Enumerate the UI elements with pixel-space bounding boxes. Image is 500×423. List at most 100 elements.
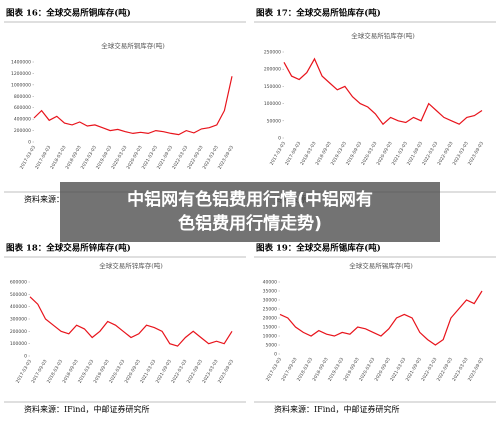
x-tick-label: 2017-09-03 [30,359,48,385]
x-tick-label: 2017-03-03 [265,357,283,383]
x-tick-label: 2023-03-03 [201,359,219,385]
x-tick-label: 2023-03-03 [452,141,470,167]
y-tick-label: 300000 [10,317,27,323]
chart-title: 全球交易所铜库存(吨) [101,41,165,50]
x-tick-label: 2020-03-03 [358,357,376,383]
y-tick-label: 500000 [10,292,27,298]
x-tick-label: 2020-03-03 [110,145,128,171]
source-note: 资料来源：IFind，中邮证券研究所 [274,404,400,414]
x-tick-label: 2022-09-03 [186,359,204,385]
x-tick-label: 2018-03-03 [46,359,64,385]
x-tick-label: 2018-09-03 [61,359,79,385]
x-tick-label: 2017-09-03 [34,145,52,171]
x-tick-label: 2022-09-03 [186,145,204,171]
y-tick-label: 200000 [14,128,31,134]
x-tick-label: 2017-03-03 [15,359,33,385]
x-tick-label: 2020-09-03 [125,145,143,171]
x-tick-label: 2018-03-03 [296,357,314,383]
x-tick-label: 2020-09-03 [124,359,142,385]
y-tick-label: 0 [28,140,31,146]
y-tick-label: 1200000 [11,71,31,77]
y-tick-label: 10000 [263,334,277,340]
data-line [33,76,233,136]
x-tick-label: 2022-03-03 [170,359,188,385]
y-tick-label: 50000 [267,118,281,124]
y-tick-label: 40000 [263,280,277,286]
y-tick-label: 250000 [264,50,281,56]
x-tick-label: 2019-03-03 [327,357,345,383]
x-tick-label: 2020-09-03 [374,357,392,383]
x-tick-label: 2021-09-03 [406,141,424,167]
source-note: 资料来源： [24,194,64,204]
x-tick-label: 2021-09-03 [156,145,174,171]
y-tick-label: 15000 [263,325,277,331]
x-tick-label: 2019-03-03 [330,141,348,167]
y-tick-label: 30000 [263,298,277,304]
x-tick-label: 2018-03-03 [299,141,317,167]
x-tick-label: 2019-03-03 [77,359,95,385]
x-tick-label: 2023-03-03 [202,145,220,171]
figure-heading: 图表 19：全球交易所锡库存(吨) [256,243,381,254]
x-tick-label: 2019-09-03 [342,357,360,383]
x-tick-label: 2022-03-03 [171,145,189,171]
overlay-banner: 中铝网有色铝费用行情(中铝网有色铝费用行情走势) [60,182,440,242]
x-tick-label: 2021-09-03 [155,359,173,385]
y-tick-label: 0 [24,354,27,360]
y-tick-label: 0 [278,136,281,142]
y-tick-label: 150000 [264,84,281,90]
x-tick-label: 2021-03-03 [141,145,159,171]
y-tick-label: 200000 [10,329,27,335]
y-tick-label: 35000 [263,289,277,295]
y-tick-label: 20000 [263,316,277,322]
x-tick-label: 2020-03-03 [108,359,126,385]
x-tick-label: 2023-09-03 [217,145,235,171]
x-tick-label: 2021-09-03 [405,357,423,383]
x-tick-label: 2019-03-03 [80,145,98,171]
x-tick-label: 2018-03-03 [49,145,67,171]
x-tick-label: 2023-09-03 [467,357,485,383]
figure-heading: 图表 18：全球交易所锌库存(吨) [6,243,131,254]
y-tick-label: 25000 [263,307,277,313]
y-tick-label: 100000 [10,341,27,347]
y-tick-label: 600000 [10,280,27,286]
x-tick-label: 2022-03-03 [420,357,438,383]
x-tick-label: 2023-03-03 [451,357,469,383]
x-tick-label: 2017-09-03 [280,357,298,383]
x-tick-label: 2017-03-03 [269,141,287,167]
y-tick-label: 400000 [14,117,31,123]
y-tick-label: 5000 [266,343,278,349]
x-tick-label: 2020-03-03 [360,141,378,167]
x-tick-label: 2021-03-03 [391,141,409,167]
x-tick-label: 2023-09-03 [467,141,485,167]
x-tick-label: 2023-09-03 [217,359,235,385]
x-tick-label: 2022-03-03 [421,141,439,167]
source-note: 资料来源：IFind，中邮证券研究所 [24,404,150,414]
chart-title: 全球交易所锌库存(吨) [99,261,163,270]
x-tick-label: 2021-03-03 [389,357,407,383]
y-tick-label: 800000 [14,94,31,100]
data-line [283,57,483,126]
x-tick-label: 2017-09-03 [284,141,302,167]
chart-title: 全球交易所铅库存(吨) [351,31,415,40]
y-tick-label: 0 [274,352,277,358]
data-line [29,296,233,347]
figure-heading: 图表 16：全球交易所铜库存(吨) [6,8,131,19]
x-tick-label: 2018-09-03 [64,145,82,171]
x-tick-label: 2019-09-03 [92,359,110,385]
x-tick-label: 2018-09-03 [311,357,329,383]
x-tick-label: 2022-09-03 [436,357,454,383]
y-tick-label: 1000000 [11,82,31,88]
x-tick-label: 2020-09-03 [375,141,393,167]
x-tick-label: 2019-09-03 [345,141,363,167]
data-line [279,290,483,346]
y-tick-label: 600000 [14,105,31,111]
y-tick-label: 100000 [264,101,281,107]
x-tick-label: 2017-03-03 [19,145,37,171]
y-tick-label: 200000 [264,67,281,73]
x-tick-label: 2022-09-03 [436,141,454,167]
y-tick-label: 1400000 [11,60,31,66]
x-tick-label: 2021-03-03 [139,359,157,385]
y-tick-label: 400000 [10,304,27,310]
figure-heading: 图表 17：全球交易所铅库存(吨) [256,8,381,19]
